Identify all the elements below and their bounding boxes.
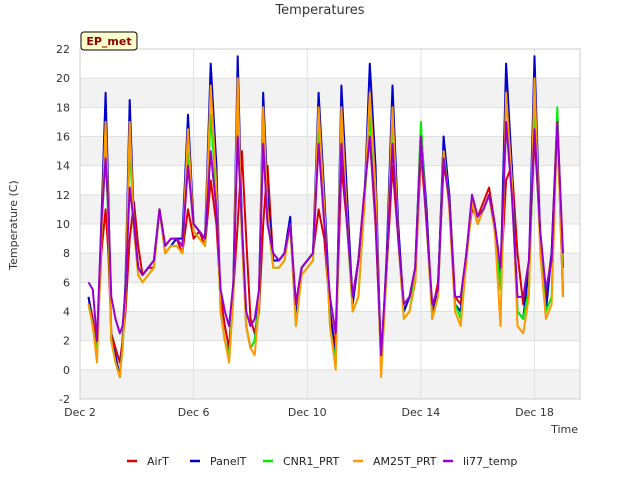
- y-tick-label: 16: [56, 131, 70, 144]
- y-tick-label: 10: [56, 218, 70, 231]
- y-tick-label: 12: [56, 189, 70, 202]
- y-tick-label: -2: [59, 393, 70, 406]
- station-badge-box: [80, 31, 138, 51]
- legend-label: PanelT: [210, 455, 247, 468]
- y-axis-title: Temperature (C): [7, 180, 20, 270]
- chart-title: Temperatures: [274, 3, 364, 18]
- plot-band: [80, 369, 580, 399]
- y-tick-label: 8: [63, 247, 70, 260]
- legend-item-li77-temp: li77_temp: [443, 455, 517, 468]
- legend-item-am25t-prt: AM25T_PRT: [353, 455, 437, 468]
- plot-band: [80, 194, 580, 224]
- station-badge: EP_met: [80, 31, 138, 51]
- x-axis-title: Time: [550, 423, 578, 436]
- legend-item-airt: AirT: [127, 455, 169, 468]
- y-tick-label: 4: [63, 306, 70, 319]
- y-tick-label: 0: [63, 364, 70, 377]
- plot-frame: [79, 48, 581, 400]
- legend-label: AM25T_PRT: [373, 455, 437, 468]
- y-tick-label: 2: [63, 335, 70, 348]
- y-axis-ticks: -2 0 2 4 6 8 10 12 14 16 18 20 22: [56, 43, 70, 406]
- series-layer: [87, 55, 564, 379]
- legend-item-cnr1-prt: CNR1_PRT: [263, 455, 340, 468]
- legend: AirT PanelT CNR1_PRT AM25T_PRT li77_temp: [127, 455, 517, 468]
- legend-label: li77_temp: [463, 455, 517, 468]
- plot-band: [80, 136, 580, 166]
- y-tick-label: 20: [56, 72, 70, 85]
- station-badge-label: EP_met: [86, 35, 131, 48]
- x-tick-label: Dec 6: [178, 406, 210, 419]
- series-line-li77-temp: [87, 120, 564, 357]
- plot-bands: [80, 78, 580, 399]
- y-tick-label: 22: [56, 43, 70, 56]
- legend-item-panelt: PanelT: [190, 455, 247, 468]
- series-line-am25t-prt: [87, 77, 564, 379]
- legend-label: CNR1_PRT: [283, 455, 340, 468]
- x-axis-ticks: Dec 2 Dec 6 Dec 10 Dec 14 Dec 18: [64, 406, 554, 419]
- x-tick-label: Dec 2: [64, 406, 96, 419]
- plot-band: [80, 78, 580, 108]
- x-tick-label: Dec 10: [288, 406, 327, 419]
- y-tick-label: 14: [56, 160, 70, 173]
- y-tick-label: 6: [63, 276, 70, 289]
- y-tick-label: 18: [56, 101, 70, 114]
- legend-label: AirT: [147, 455, 169, 468]
- x-tick-label: Dec 14: [402, 406, 441, 419]
- x-tick-label: Dec 18: [515, 406, 554, 419]
